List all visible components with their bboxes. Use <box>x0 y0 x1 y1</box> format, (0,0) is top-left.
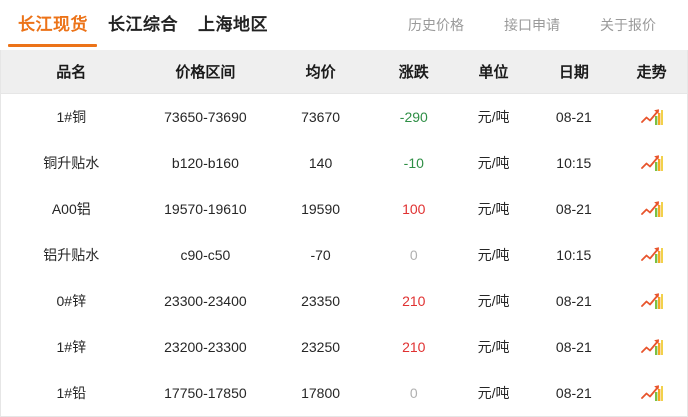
cell-range: 23200-23300 <box>164 339 247 355</box>
column-header-date: 日期 <box>558 64 589 81</box>
table-row[interactable]: 铜升贴水 b120-b160 140 -10 元/吨 10:15 <box>1 140 687 186</box>
cell-name: 1#铅 <box>56 385 87 401</box>
cell-range: 19570-19610 <box>164 201 247 217</box>
cell-range: 23300-23400 <box>164 293 247 309</box>
trend-chart-icon[interactable] <box>640 246 663 264</box>
cell-name: 铝升贴水 <box>43 247 100 263</box>
cell-avg: 23350 <box>301 293 341 309</box>
cell-unit: 元/吨 <box>477 385 510 401</box>
trend-cell <box>616 246 687 264</box>
trend-chart-icon[interactable] <box>640 292 663 310</box>
trend-chart-icon[interactable] <box>640 154 663 172</box>
cell-chg: 0 <box>409 247 418 263</box>
table-row[interactable]: 1#锌 23200-23300 23250 210 元/吨 08-21 <box>1 324 687 370</box>
cell-unit: 元/吨 <box>477 201 510 217</box>
column-header-avg: 均价 <box>305 64 336 81</box>
cell-chg: 0 <box>409 385 418 401</box>
cell-date: 08-21 <box>555 339 592 355</box>
nav-links: 历史价格 接口申请 关于报价 <box>388 0 676 50</box>
cell-range: 17750-17850 <box>164 385 247 401</box>
trend-cell <box>616 200 687 218</box>
table-row[interactable]: 1#铜 73650-73690 73670 -290 元/吨 08-21 <box>1 94 687 140</box>
trend-chart-icon[interactable] <box>640 108 663 126</box>
cell-date: 08-21 <box>555 109 592 125</box>
table-row[interactable]: 铝升贴水 c90-c50 -70 0 元/吨 10:15 <box>1 232 687 278</box>
column-header-name: 品名 <box>56 64 87 81</box>
nav-tabs: 长江现货 长江综合 上海地区 <box>8 0 278 50</box>
nav-link-2[interactable]: 关于报价 <box>600 17 656 33</box>
cell-avg: 73670 <box>301 109 341 125</box>
cell-name: 1#锌 <box>56 339 87 355</box>
cell-date: 10:15 <box>556 247 592 263</box>
cell-chg: -290 <box>399 109 428 125</box>
nav-tab-0[interactable]: 长江现货 <box>18 15 88 34</box>
cell-range: b120-b160 <box>171 155 239 171</box>
cell-date: 08-21 <box>555 293 592 309</box>
column-header-unit: 单位 <box>478 64 509 81</box>
top-navigation: 长江现货 长江综合 上海地区 历史价格 接口申请 关于报价 <box>0 0 688 50</box>
nav-link-1[interactable]: 接口申请 <box>504 17 560 33</box>
cell-avg: -70 <box>310 247 331 263</box>
nav-link-0[interactable]: 历史价格 <box>408 17 464 33</box>
table-row[interactable]: 1#铅 17750-17850 17800 0 元/吨 08-21 <box>1 370 687 416</box>
cell-avg: 19590 <box>301 201 341 217</box>
trend-cell <box>616 384 687 402</box>
cell-unit: 元/吨 <box>477 155 510 171</box>
cell-unit: 元/吨 <box>477 293 510 309</box>
cell-range: 73650-73690 <box>164 109 247 125</box>
cell-avg: 23250 <box>301 339 341 355</box>
cell-chg: 210 <box>402 339 426 355</box>
cell-date: 08-21 <box>555 201 592 217</box>
table-row[interactable]: A00铝 19570-19610 19590 100 元/吨 08-21 <box>1 186 687 232</box>
cell-unit: 元/吨 <box>477 339 510 355</box>
cell-avg: 140 <box>308 155 333 171</box>
cell-chg: 100 <box>402 201 426 217</box>
cell-name: 0#锌 <box>56 293 87 309</box>
trend-cell <box>616 108 687 126</box>
trend-chart-icon[interactable] <box>640 384 663 402</box>
trend-chart-icon[interactable] <box>640 200 663 218</box>
column-header-range: 价格区间 <box>175 64 236 81</box>
nav-tab-1[interactable]: 长江综合 <box>108 15 178 34</box>
active-tab-underline <box>8 44 97 47</box>
cell-unit: 元/吨 <box>477 247 510 263</box>
column-header-trend: 走势 <box>636 64 667 81</box>
cell-name: A00铝 <box>51 201 91 217</box>
table-header-row: 品名 价格区间 均价 涨跌 单位 日期 走势 <box>1 50 687 94</box>
cell-date: 10:15 <box>556 155 592 171</box>
cell-date: 08-21 <box>555 385 592 401</box>
table-body: 1#铜 73650-73690 73670 -290 元/吨 08-21 铜升贴水 b120-… <box>1 94 687 416</box>
cell-range: c90-c50 <box>180 247 231 263</box>
column-header-chg: 涨跌 <box>398 64 429 81</box>
table-row[interactable]: 0#锌 23300-23400 23350 210 元/吨 08-21 <box>1 278 687 324</box>
cell-name: 铜升贴水 <box>43 155 100 171</box>
trend-chart-icon[interactable] <box>640 338 663 356</box>
cell-avg: 17800 <box>301 385 341 401</box>
trend-cell <box>616 154 687 172</box>
nav-tab-2[interactable]: 上海地区 <box>198 15 268 34</box>
cell-unit: 元/吨 <box>477 109 510 125</box>
trend-cell <box>616 292 687 310</box>
trend-cell <box>616 338 687 356</box>
cell-chg: 210 <box>402 293 426 309</box>
price-table: 品名 价格区间 均价 涨跌 单位 日期 走势 1#铜 73650-73690 73670 -290… <box>0 50 688 417</box>
cell-name: 1#铜 <box>56 109 87 125</box>
cell-chg: -10 <box>403 155 424 171</box>
